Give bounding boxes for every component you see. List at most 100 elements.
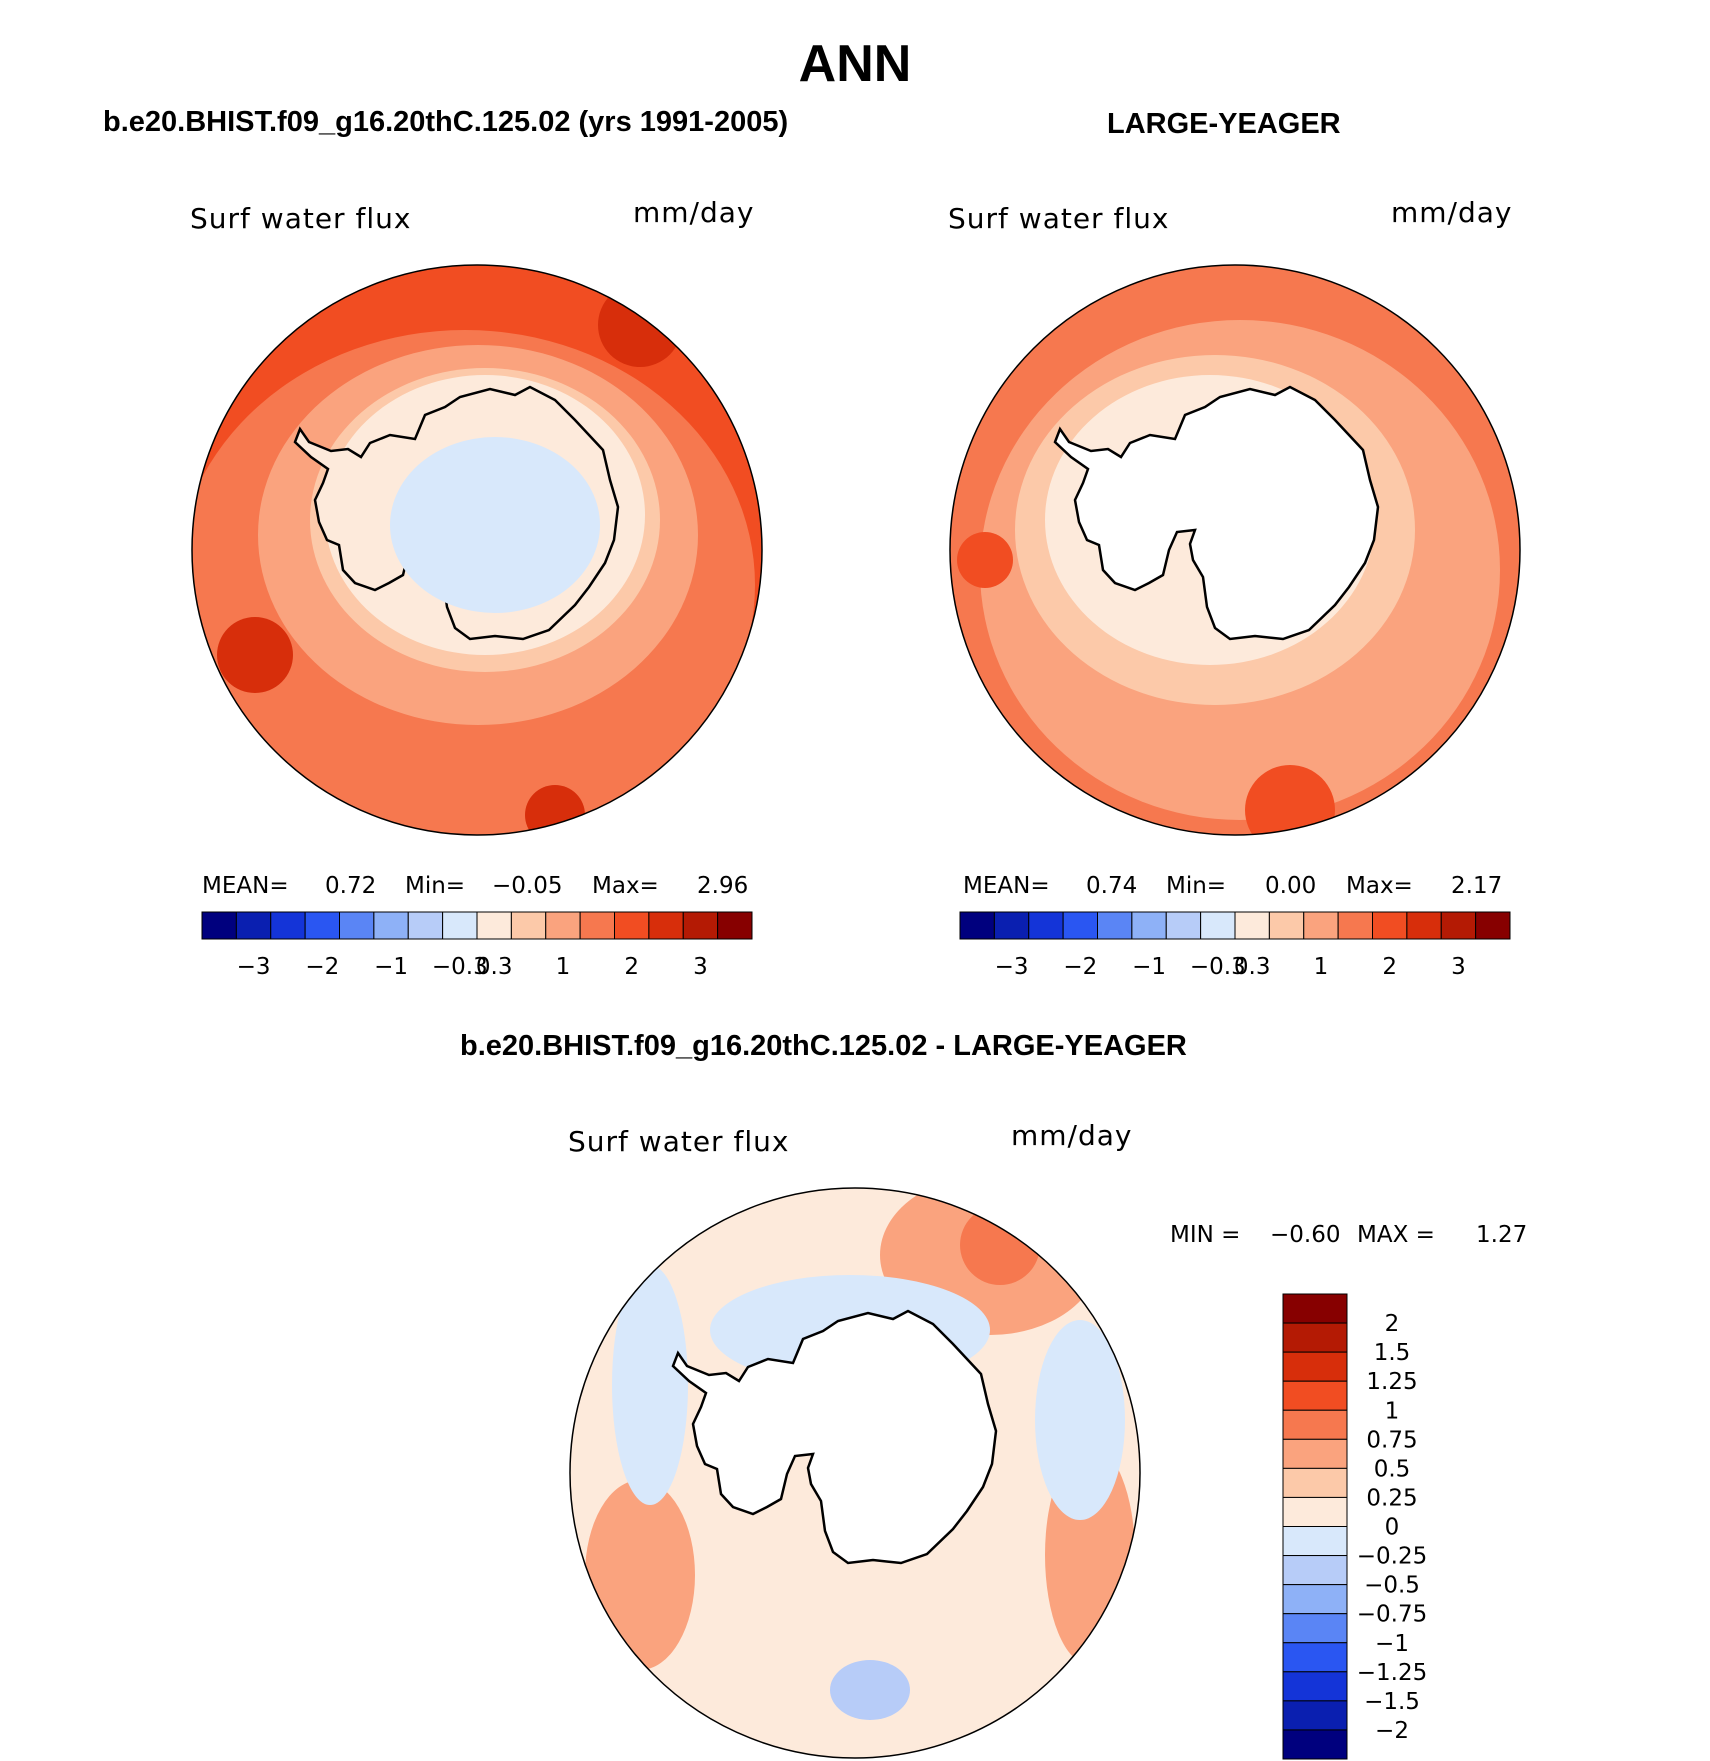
colorbar-obs-tick-1: −2 [1063, 954, 1097, 980]
map-model-hotspot-1 [217, 617, 293, 693]
panel-diff-min-label: MIN = [1170, 1222, 1241, 1248]
colorbar-obs-swatch-4 [1097, 911, 1133, 940]
colorbar-diff-swatch-14 [1282, 1700, 1348, 1731]
panel-model-mean-value: 0.72 [325, 873, 377, 899]
panel-model-min-value: −0.05 [492, 873, 563, 899]
map-diff-negative-e [1035, 1320, 1125, 1520]
colorbar-diff-tick-3: 1 [1385, 1398, 1400, 1424]
map-diff [569, 1187, 1141, 1759]
colorbar-model-tick-4: 0.3 [476, 954, 513, 980]
map-obs-border [949, 264, 1521, 836]
map-diff-hotspot-ne [960, 1205, 1040, 1285]
colorbar-diff-tick-5: 0.5 [1374, 1456, 1411, 1482]
panel-diff-variable: Surf water flux [568, 1125, 790, 1158]
map-model [191, 264, 763, 836]
colorbar-model-swatch-12 [614, 911, 650, 940]
panel-obs-heading: LARGE-YEAGER [1107, 108, 1341, 140]
colorbar-diff-swatch-13 [1282, 1671, 1348, 1702]
colorbar-diff-tick-12: −1.25 [1357, 1660, 1427, 1686]
colorbar-model-swatch-7 [442, 911, 478, 940]
colorbar-diff-swatch-9 [1282, 1555, 1348, 1586]
panel-diff-max-label: MAX = [1357, 1222, 1435, 1248]
colorbar-obs-swatch-14 [1440, 911, 1477, 940]
colorbar-diff-swatch-11 [1282, 1613, 1348, 1644]
colorbar-obs-swatch-6 [1165, 911, 1202, 940]
map-model-border [191, 264, 763, 836]
panel-obs-units: mm/day [1391, 196, 1513, 229]
colorbar-obs-swatch-11 [1337, 911, 1373, 940]
panel-model-variable: Surf water flux [190, 202, 412, 235]
panel-diff-max-value: 1.27 [1476, 1222, 1528, 1248]
colorbar-model-tick-1: −2 [305, 954, 339, 980]
colorbar-diff-tick-9: −0.5 [1364, 1573, 1420, 1599]
colorbar-obs-swatch-5 [1131, 911, 1167, 940]
map-obs-hotspot-1 [1245, 765, 1335, 835]
map-diff-negative-w [612, 1265, 688, 1505]
panel-model-heading: b.e20.BHIST.f09_g16.20thC.125.02 (yrs 19… [103, 106, 789, 138]
colorbar-obs-tick-3: −0.3 [1190, 954, 1246, 980]
colorbar-diff: 2 1.5 1.25 1 0.75 0.5 0.25 0 −0.25 −0.5 −0.75 −1 −1.… [1282, 1293, 1427, 1760]
colorbar-model-tick-6: 2 [624, 954, 639, 980]
colorbar-model-swatch-13 [648, 911, 684, 940]
colorbar-model-swatch-14 [682, 911, 719, 940]
colorbar-model-tick-2: −1 [374, 954, 408, 980]
colorbar-diff-tick-14: −2 [1375, 1718, 1409, 1744]
colorbar-model-swatch-6 [407, 911, 444, 940]
colorbar-diff-swatch-1 [1282, 1322, 1348, 1353]
colorbar-diff-swatch-4 [1282, 1409, 1348, 1440]
colorbar-diff-tick-6: 0.25 [1366, 1485, 1417, 1511]
colorbar-obs-tick-6: 2 [1382, 954, 1397, 980]
panel-obs-min-label: Min= [1166, 873, 1227, 899]
colorbar-diff-swatch-2 [1282, 1351, 1348, 1382]
colorbar-obs-swatch-13 [1406, 911, 1442, 940]
colorbar-obs-swatch-9 [1268, 911, 1305, 940]
colorbar-obs-swatch-15 [1475, 911, 1511, 940]
panel-obs-max-value: 2.17 [1451, 873, 1503, 899]
colorbar-diff-swatch-3 [1282, 1380, 1348, 1411]
panel-obs-variable: Surf water flux [948, 202, 1170, 235]
colorbar-diff-swatch-12 [1282, 1642, 1348, 1673]
colorbar-model-swatch-9 [510, 911, 547, 940]
colorbar-obs-swatch-0 [959, 911, 995, 940]
colorbar-diff-swatch-7 [1282, 1496, 1348, 1527]
panel-obs-mean-label: MEAN= [963, 873, 1050, 899]
panel-model-max-label: Max= [592, 873, 659, 899]
colorbar-model-swatch-5 [373, 911, 409, 940]
colorbar-obs-tick-4: 0.3 [1234, 954, 1271, 980]
map-diff-negative-s [830, 1660, 910, 1720]
colorbar-model-swatch-2 [270, 911, 306, 940]
colorbar-model-swatch-4 [339, 911, 375, 940]
colorbar-diff-swatch-8 [1282, 1526, 1348, 1557]
panel-diff-units: mm/day [1011, 1119, 1133, 1152]
panel-model-max-value: 2.96 [697, 873, 749, 899]
colorbar-obs-tick-0: −3 [995, 954, 1029, 980]
panel-diff-min-value: −0.60 [1270, 1222, 1341, 1248]
colorbar-obs-swatch-3 [1062, 911, 1098, 940]
colorbar-obs: −3 −2 −1 −0.30.3 1 2 3 [959, 911, 1511, 980]
panel-obs-max-label: Max= [1346, 873, 1413, 899]
panel-model-units: mm/day [633, 196, 755, 229]
colorbar-model-swatch-1 [235, 911, 272, 940]
map-model-hotspot-3 [525, 785, 585, 835]
map-obs-hotspot-2 [957, 532, 1013, 588]
colorbar-model-swatch-11 [579, 911, 615, 940]
colorbar-diff-swatch-0 [1282, 1293, 1348, 1324]
colorbar-diff-tick-1: 1.5 [1374, 1340, 1411, 1366]
panel-model-mean-label: MEAN= [202, 873, 289, 899]
colorbar-model-tick-7: 3 [693, 954, 708, 980]
colorbar-obs-swatch-10 [1303, 911, 1339, 940]
panel-obs-mean-value: 0.74 [1086, 873, 1138, 899]
colorbar-model-swatch-0 [201, 911, 237, 940]
map-model-interior-negative [390, 437, 600, 613]
colorbar-model: −3 −2 −1 −0.30.3 1 2 3 [201, 911, 753, 980]
colorbar-obs-swatch-8 [1234, 911, 1270, 940]
colorbar-diff-swatch-10 [1282, 1584, 1348, 1615]
colorbar-obs-tick-5: 1 [1314, 954, 1329, 980]
colorbar-model-swatch-8 [476, 911, 512, 940]
panel-diff-heading: b.e20.BHIST.f09_g16.20thC.125.02 - LARGE… [460, 1030, 1187, 1062]
colorbar-diff-tick-8: −0.25 [1357, 1544, 1427, 1570]
figure-title: ANN [798, 35, 912, 93]
colorbar-diff-tick-11: −1 [1375, 1631, 1409, 1657]
colorbar-obs-swatch-12 [1372, 911, 1408, 940]
colorbar-diff-tick-7: 0 [1385, 1515, 1400, 1541]
